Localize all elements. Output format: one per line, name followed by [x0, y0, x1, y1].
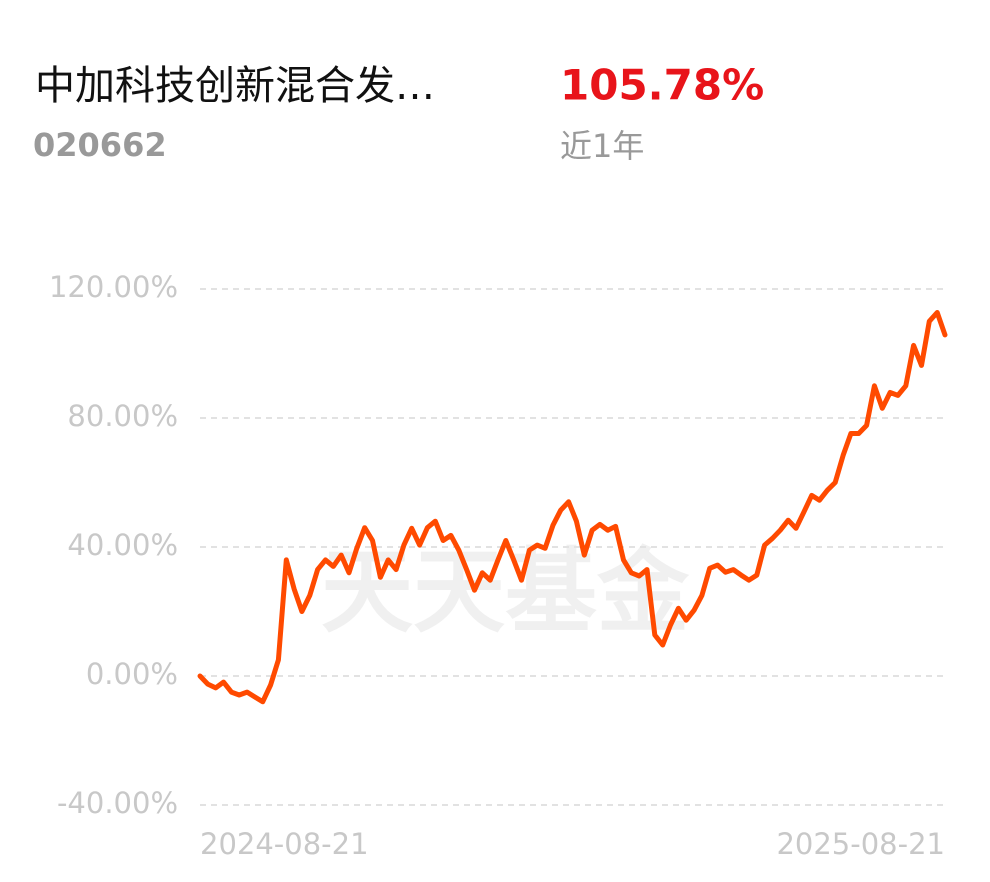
watermark: 天天基金	[321, 538, 690, 645]
y-tick-label: 80.00%	[67, 399, 178, 433]
y-tick-label: 0.00%	[86, 657, 178, 691]
period: 近1年	[560, 127, 644, 165]
fund-code: 020662	[33, 126, 167, 164]
x-tick-label: 2024-08-21	[200, 827, 369, 861]
fund-title: 中加科技创新混合发…	[35, 63, 435, 109]
y-tick-label: 40.00%	[67, 528, 178, 562]
series-line	[197, 310, 948, 705]
x-tick-label: 2025-08-21	[776, 827, 945, 861]
y-tick-label: 120.00%	[49, 270, 178, 304]
y-tick-label: -40.00%	[57, 786, 178, 820]
return-value: 105.78%	[560, 61, 764, 110]
